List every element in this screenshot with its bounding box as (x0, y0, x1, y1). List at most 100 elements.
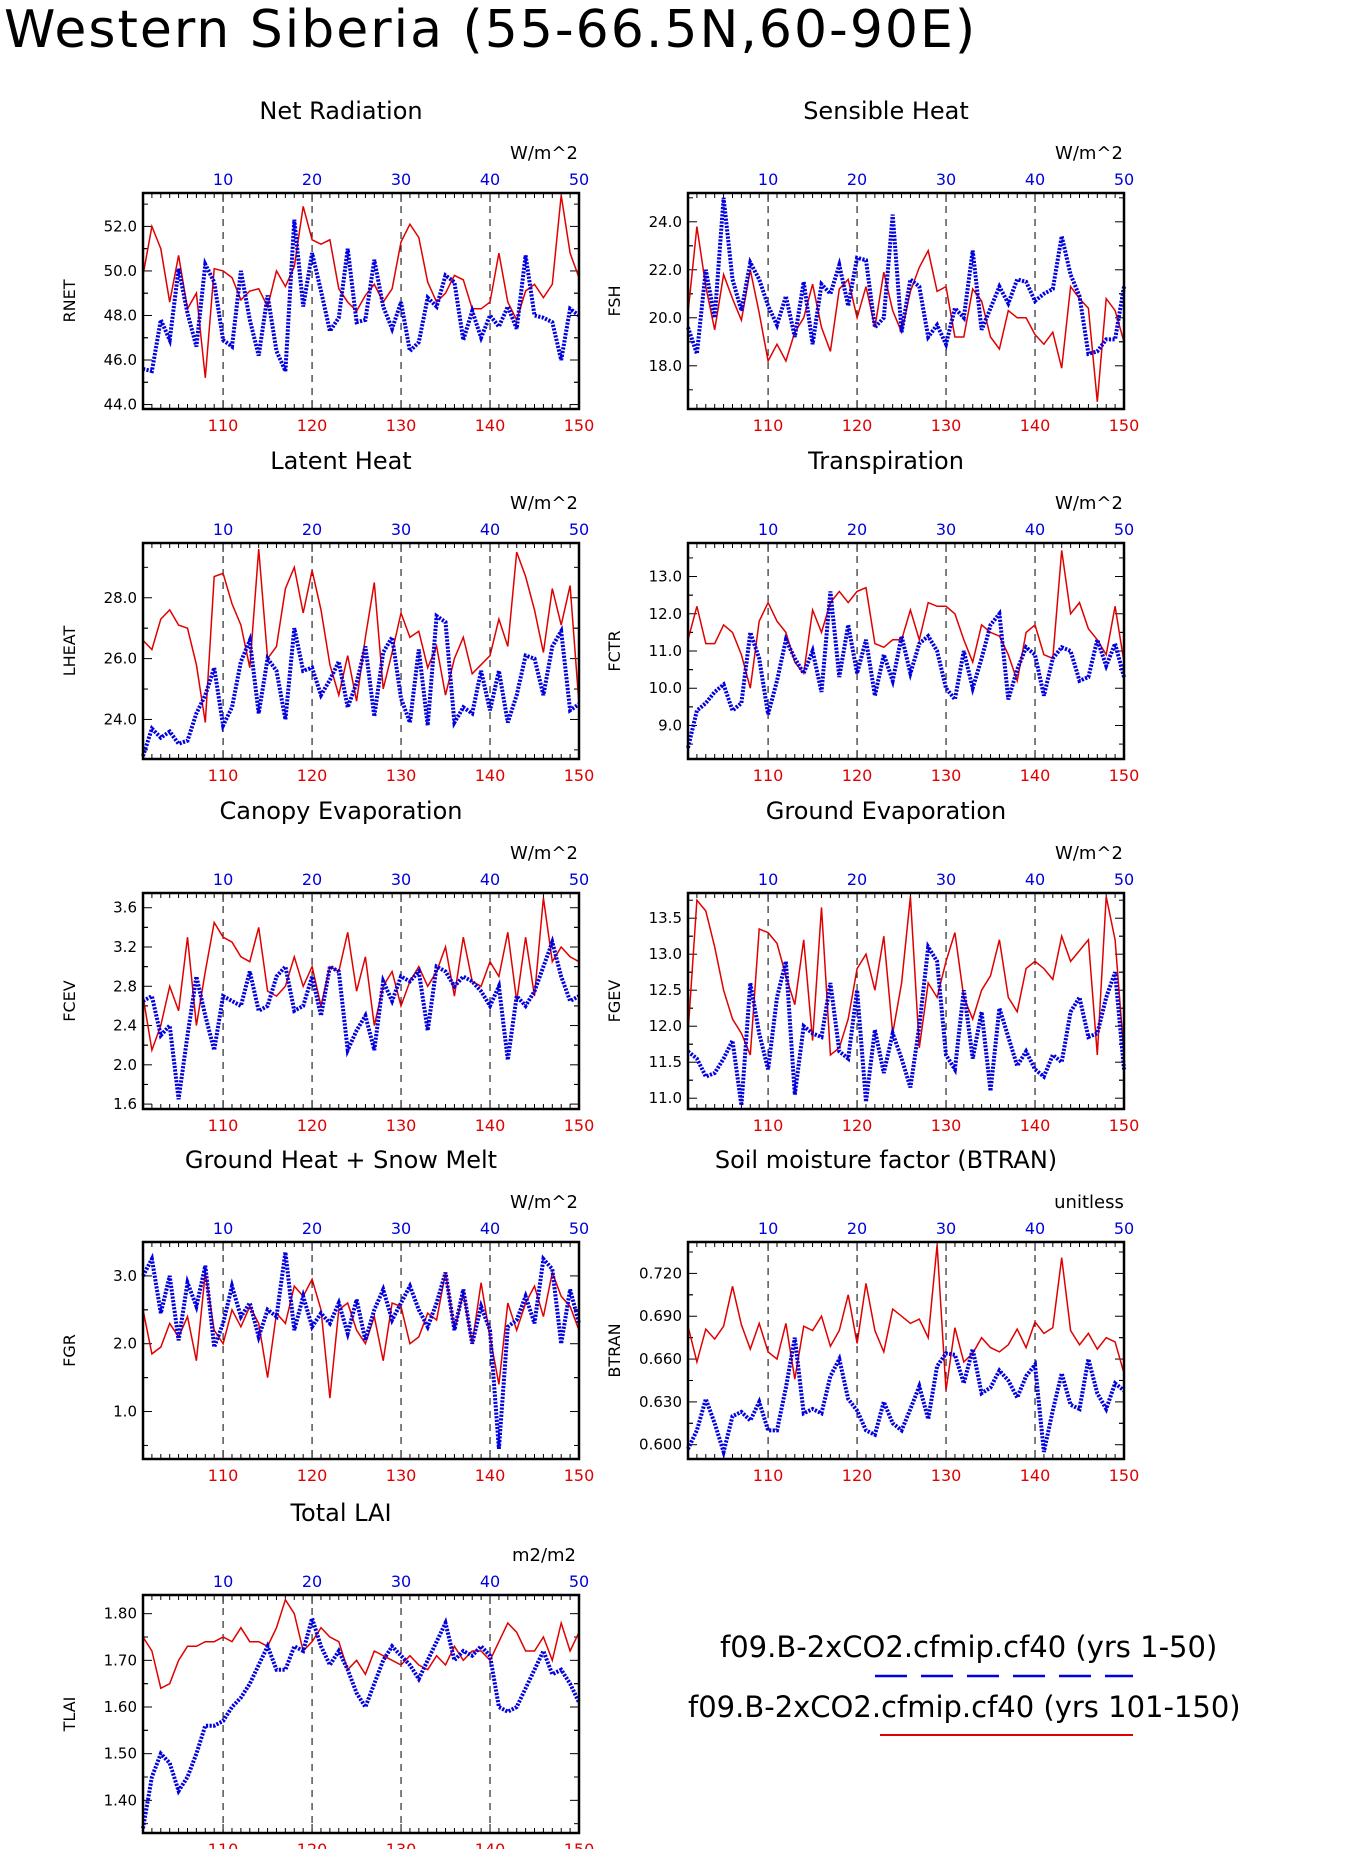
x-tick-label-bottom: 130 (931, 416, 962, 435)
x-tick-label-top: 30 (391, 870, 411, 889)
y-tick-label: 44.0 (104, 396, 137, 414)
x-tick-label-bottom: 110 (753, 766, 784, 785)
x-tick-label-bottom: 120 (297, 1840, 328, 1849)
x-tick-label-top: 40 (1025, 170, 1045, 189)
y-tick-label: 28.0 (104, 589, 137, 607)
panel-fgr (141, 1240, 581, 1461)
x-tick-label-top: 50 (569, 520, 589, 539)
x-tick-label-top: 20 (302, 170, 322, 189)
plot-frame (141, 1240, 581, 1461)
x-tick-label-bottom: 110 (208, 1840, 239, 1849)
x-tick-label-bottom: 130 (386, 1116, 417, 1135)
x-tick-label-top: 10 (213, 1219, 233, 1238)
plot-frame (141, 1593, 581, 1835)
x-tick-label-bottom: 150 (1109, 766, 1140, 785)
x-tick-label-bottom: 150 (1109, 416, 1140, 435)
y-tick-label: 3.6 (113, 899, 137, 917)
y-tick-label: 1.40 (104, 1791, 137, 1809)
y-tick-label: 3.0 (113, 1267, 137, 1285)
plot-frame (141, 191, 581, 411)
x-tick-label-bottom: 120 (297, 1466, 328, 1485)
panel-title: Sensible Heat (803, 97, 969, 125)
x-tick-label-bottom: 110 (753, 1466, 784, 1485)
y-tick-label: 22.0 (649, 261, 682, 279)
x-tick-label-bottom: 150 (564, 1840, 595, 1849)
x-tick-label-top: 20 (302, 520, 322, 539)
units-label: W/m^2 (1055, 493, 1123, 514)
y-tick-label: 24.0 (104, 710, 137, 728)
x-tick-label-bottom: 140 (475, 1466, 506, 1485)
x-tick-label-top: 40 (1025, 520, 1045, 539)
panel-title: Ground Heat + Snow Melt (185, 1146, 497, 1174)
y-tick-label: 20.0 (649, 309, 682, 327)
y-axis-label: FSH (605, 285, 624, 316)
series-line-blue (141, 612, 581, 757)
panel-title: Ground Evaporation (766, 797, 1006, 825)
y-axis-label: LHEAT (60, 626, 79, 677)
series-line-blue (686, 591, 1126, 749)
panel-fgev (686, 891, 1126, 1111)
x-tick-label-top: 50 (569, 1572, 589, 1591)
units-label: W/m^2 (510, 1192, 578, 1213)
units-label: W/m^2 (1055, 143, 1123, 164)
x-tick-label-bottom: 120 (842, 1116, 873, 1135)
y-tick-label: 1.50 (104, 1745, 137, 1763)
x-tick-label-top: 20 (302, 1219, 322, 1238)
x-tick-label-bottom: 110 (208, 1466, 239, 1485)
x-tick-label-top: 30 (936, 870, 956, 889)
y-axis-label: FCTR (605, 630, 624, 671)
plot-frame (141, 541, 581, 761)
x-tick-label-bottom: 110 (208, 1116, 239, 1135)
x-tick-label-bottom: 130 (386, 1466, 417, 1485)
panel-rnet (141, 191, 581, 411)
x-tick-label-top: 20 (847, 520, 867, 539)
x-tick-label-bottom: 130 (931, 766, 962, 785)
x-tick-label-bottom: 120 (297, 416, 328, 435)
plot-frame (686, 541, 1126, 761)
y-tick-label: 13.5 (649, 909, 682, 927)
y-tick-label: 0.660 (639, 1350, 682, 1368)
x-tick-label-bottom: 150 (564, 1116, 595, 1135)
series-line-blue (142, 935, 580, 1100)
panel-title: Soil moisture factor (BTRAN) (715, 1146, 1057, 1174)
x-tick-label-bottom: 130 (386, 416, 417, 435)
x-tick-label-top: 40 (1025, 1219, 1045, 1238)
y-tick-label: 1.70 (104, 1651, 137, 1669)
x-tick-label-bottom: 130 (386, 1840, 417, 1849)
units-label: W/m^2 (510, 493, 578, 514)
x-tick-label-top: 20 (302, 870, 322, 889)
x-tick-label-bottom: 120 (842, 1466, 873, 1485)
series-line-red (142, 1597, 580, 1690)
x-tick-label-bottom: 130 (386, 766, 417, 785)
y-axis-label: FCEV (60, 980, 79, 1021)
x-tick-label-top: 40 (480, 1219, 500, 1238)
x-tick-label-bottom: 150 (564, 766, 595, 785)
x-tick-label-top: 20 (847, 170, 867, 189)
x-tick-label-top: 20 (847, 870, 867, 889)
x-tick-label-top: 10 (213, 870, 233, 889)
y-tick-label: 0.720 (639, 1264, 682, 1282)
x-tick-label-bottom: 140 (1020, 1466, 1051, 1485)
units-label: W/m^2 (510, 843, 578, 864)
legend-blue-label: f09.B-2xCO2.cfmip.cf40 (yrs 1-50) (720, 1630, 1218, 1664)
y-tick-label: 12.5 (649, 981, 682, 999)
x-tick-label-top: 40 (480, 870, 500, 889)
panel-fcev (141, 891, 581, 1111)
series-line-blue (142, 219, 581, 374)
x-tick-label-bottom: 110 (753, 1116, 784, 1135)
panel-title: Latent Heat (270, 447, 411, 475)
y-tick-label: 11.0 (649, 1089, 682, 1107)
x-tick-label-bottom: 110 (753, 416, 784, 435)
series-line-red (687, 896, 1125, 1057)
x-tick-label-top: 10 (758, 1219, 778, 1238)
y-tick-label: 50.0 (104, 262, 137, 280)
x-tick-label-top: 30 (391, 170, 411, 189)
y-tick-label: 2.0 (113, 1056, 137, 1074)
series-line-red (142, 195, 580, 378)
x-tick-label-bottom: 150 (1109, 1116, 1140, 1135)
units-label: unitless (1054, 1192, 1124, 1213)
x-tick-label-bottom: 140 (475, 1840, 506, 1849)
x-tick-label-top: 50 (1114, 1219, 1134, 1238)
legend-red-line (880, 1734, 1133, 1736)
series-line-blue (686, 197, 1126, 357)
